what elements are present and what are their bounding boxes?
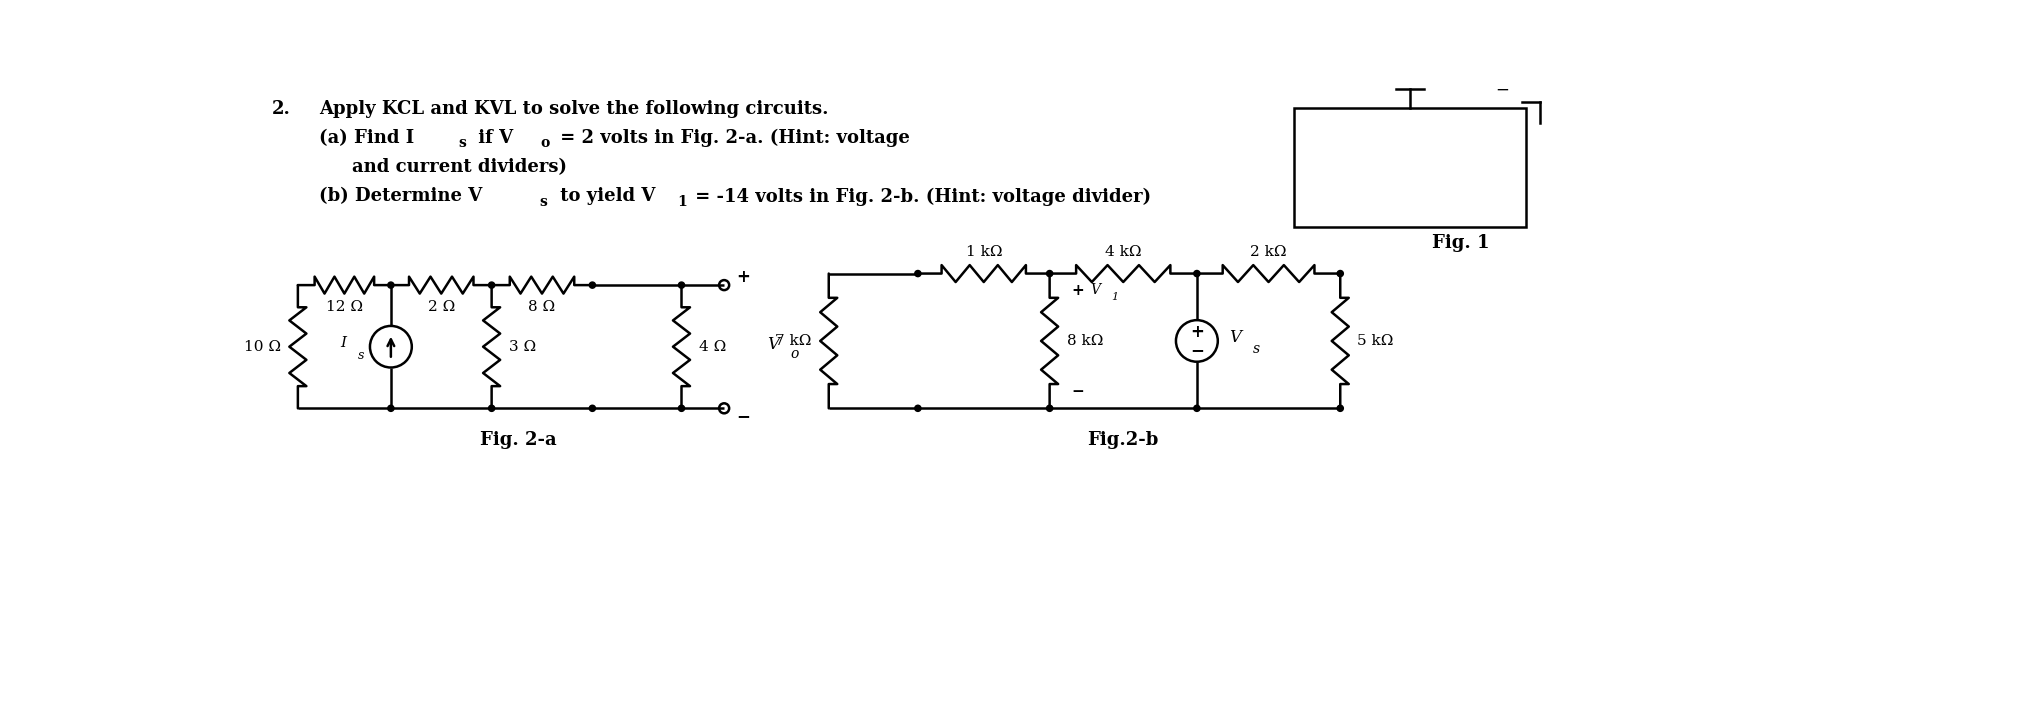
Text: 2.: 2. [272,100,292,119]
Text: s: s [357,349,363,363]
Text: and current dividers): and current dividers) [351,158,568,176]
Text: 2 Ω: 2 Ω [427,300,455,313]
Text: s: s [1252,341,1260,356]
Circle shape [388,282,394,288]
Text: 7 kΩ: 7 kΩ [776,334,813,348]
Text: 8 Ω: 8 Ω [529,300,555,313]
Circle shape [388,406,394,411]
Text: 4 Ω: 4 Ω [698,340,725,353]
Circle shape [590,406,596,411]
Text: Fig.2-b: Fig.2-b [1088,431,1160,449]
Text: 5 kΩ: 5 kΩ [1358,334,1395,348]
Text: = 2 volts in Fig. 2-a. (Hint: voltage: = 2 volts in Fig. 2-a. (Hint: voltage [553,129,911,147]
Circle shape [678,282,684,288]
Text: −: − [1190,341,1205,359]
Text: 10 Ω: 10 Ω [243,340,282,353]
Circle shape [1195,271,1201,276]
Circle shape [678,406,684,411]
Text: Fig. 2-a: Fig. 2-a [480,431,557,449]
Circle shape [1338,271,1344,276]
Text: Fig. 1: Fig. 1 [1431,233,1491,251]
Bar [1295,108,1525,227]
Text: = -14 volts in Fig. 2-b. (Hint: voltage divider): = -14 volts in Fig. 2-b. (Hint: voltage … [690,187,1152,206]
Text: to yield V: to yield V [553,187,655,206]
Text: if V: if V [472,129,513,147]
Text: V: V [766,336,778,353]
Text: 4 kΩ: 4 kΩ [1105,245,1141,259]
Text: −: − [735,407,749,425]
Text: (b) Determine V: (b) Determine V [319,187,482,206]
Circle shape [1338,406,1344,411]
Text: 8 kΩ: 8 kΩ [1066,334,1103,348]
Text: Apply KCL and KVL to solve the following circuits.: Apply KCL and KVL to solve the following… [319,100,829,119]
Text: 1: 1 [676,195,686,209]
Circle shape [1046,271,1054,276]
Circle shape [488,282,494,288]
Text: V: V [1090,283,1101,298]
Circle shape [1046,406,1054,411]
Text: +: + [1190,323,1205,341]
Text: 3 Ω: 3 Ω [508,340,535,353]
Text: o: o [790,348,798,361]
Text: 1 kΩ: 1 kΩ [966,245,1003,259]
Text: s: s [539,195,547,209]
Text: s: s [457,136,466,151]
Text: V: V [1229,328,1242,346]
Text: 1: 1 [1111,291,1119,301]
Text: o: o [541,136,549,151]
Circle shape [915,271,921,276]
Text: 2 kΩ: 2 kΩ [1250,245,1286,259]
Circle shape [590,282,596,288]
Text: +: + [735,268,749,286]
Text: −: − [1072,384,1084,399]
Text: 12 Ω: 12 Ω [327,300,363,313]
Circle shape [915,406,921,411]
Circle shape [1195,406,1201,411]
Circle shape [488,406,494,411]
Text: +: + [1072,283,1084,298]
Text: I: I [341,336,347,350]
Text: (a) Find I: (a) Find I [319,129,415,147]
Text: −: − [1495,82,1509,99]
